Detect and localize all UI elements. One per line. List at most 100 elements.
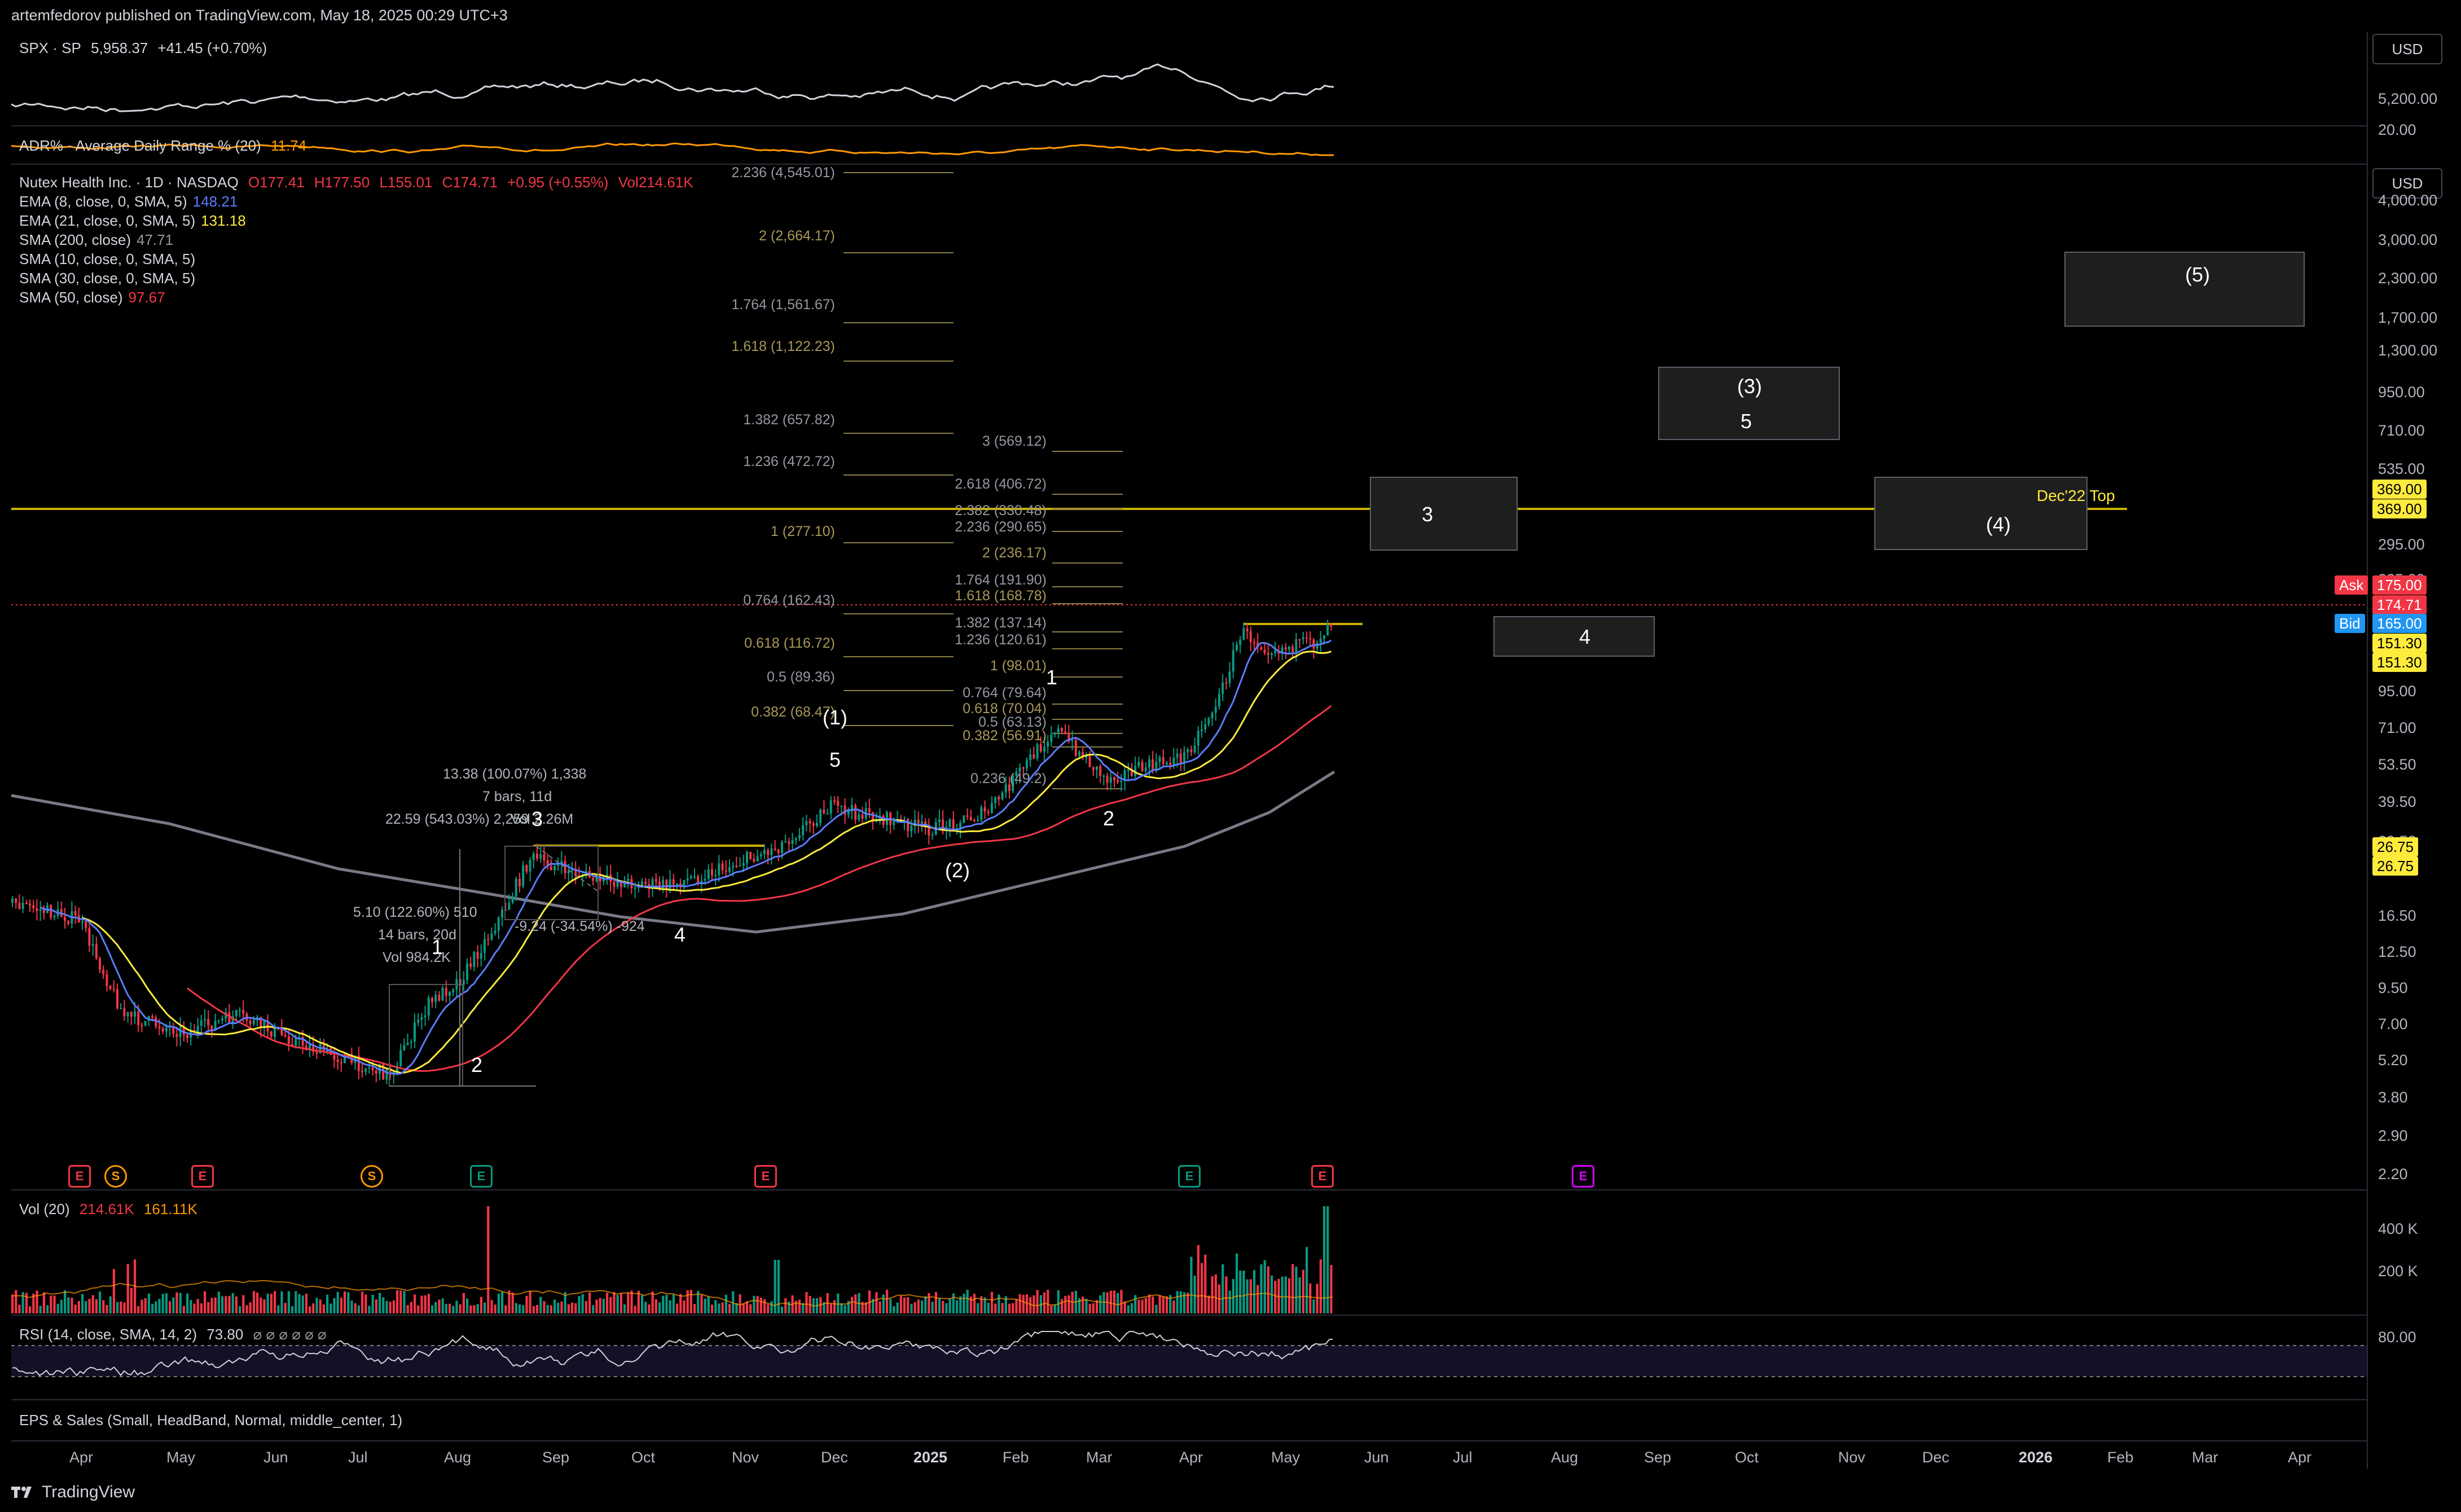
volume-bar (616, 1295, 619, 1313)
candle-body (847, 809, 850, 815)
volume-bar (991, 1291, 994, 1313)
candle-body (739, 865, 741, 867)
dec22-top-label[interactable]: Dec'22 Top (2037, 487, 2115, 504)
volume-bar (928, 1293, 930, 1313)
volume-bar (896, 1302, 899, 1313)
projection-box-wave3[interactable]: (3) 5 (1658, 367, 1840, 440)
volume-bar (379, 1293, 381, 1313)
eps-legend: EPS & Sales (Small, HeadBand, Normal, mi… (19, 1412, 403, 1429)
wave-label[interactable]: 2 (471, 1053, 483, 1076)
volume-bar (1176, 1291, 1179, 1313)
candle-body (1158, 757, 1161, 762)
price-tag-26-a: 26.75 (2372, 837, 2419, 856)
candle-body (375, 1070, 377, 1074)
wave-label[interactable]: 1 (1046, 666, 1058, 689)
candle-body (515, 878, 517, 896)
volume-bar (903, 1297, 906, 1313)
indicator-name: EMA (21, close, 0, SMA, 5) (19, 212, 196, 229)
indicator-row[interactable]: SMA (200, close) 47.71 (19, 231, 252, 250)
volume-bar (309, 1306, 311, 1313)
volume-bar (767, 1304, 770, 1313)
adr-value: 11.74 (270, 137, 307, 154)
price-axis-label: 39.50 (2378, 793, 2416, 810)
volume-bar (1309, 1283, 1312, 1313)
candle-body (301, 1037, 304, 1046)
volume-bar (274, 1291, 276, 1313)
wave-label[interactable]: (2) (945, 859, 970, 882)
candle-body (1092, 767, 1095, 770)
pane-divider[interactable] (11, 1315, 2367, 1316)
wave-label[interactable]: 2 (1103, 807, 1115, 830)
wave-label[interactable]: 5 (829, 748, 841, 771)
candle-body (759, 854, 762, 856)
split-event-icon[interactable]: S (361, 1165, 383, 1188)
volume-bar (1197, 1245, 1199, 1313)
tradingview-logo[interactable]: TradingView (11, 1483, 135, 1502)
candle-body (1113, 777, 1115, 781)
candle-body (980, 807, 983, 820)
indicator-value: 97.67 (128, 289, 165, 306)
volume-bar (410, 1302, 412, 1313)
ema8-line (40, 639, 1332, 1075)
vol-value: 214.61K (79, 1201, 134, 1217)
volume-bar (564, 1292, 566, 1313)
volume-bar (284, 1303, 287, 1313)
earnings-event-icon[interactable]: E (191, 1165, 214, 1188)
projection-box-wave4[interactable]: (4) (1874, 477, 2088, 550)
indicator-row[interactable]: EMA (8, close, 0, SMA, 5) 148.21 (19, 193, 252, 212)
sma200-line (11, 770, 1335, 934)
candle-body (704, 878, 706, 881)
ohlc-volume: Vol214.61K (618, 174, 693, 191)
candle-body (1137, 762, 1140, 766)
indicator-row[interactable]: SMA (50, close) 97.67 (19, 289, 252, 308)
candle-body (441, 987, 444, 1001)
volume-bar (214, 1297, 217, 1313)
candle-body (144, 1021, 147, 1026)
earnings-event-icon[interactable]: E (1572, 1165, 1594, 1188)
wave-label[interactable]: 3 (531, 807, 543, 830)
candle-body (1186, 749, 1189, 753)
earnings-event-icon[interactable]: E (470, 1165, 493, 1188)
candle-body (1190, 749, 1193, 753)
volume-bar (1152, 1296, 1154, 1313)
price-axis-label: 2.90 (2378, 1127, 2408, 1144)
time-axis-label: Oct (1735, 1449, 1759, 1466)
pane-divider[interactable] (11, 125, 2367, 126)
volume-bar (424, 1295, 427, 1313)
projection-box-4[interactable]: 4 (1493, 616, 1655, 657)
price-axis[interactable] (2367, 32, 2461, 1469)
volume-bar (942, 1300, 944, 1313)
pane-divider[interactable] (11, 1399, 2367, 1400)
volume-bar (169, 1301, 172, 1313)
pane-divider[interactable] (11, 164, 2367, 165)
earnings-event-icon[interactable]: E (754, 1165, 777, 1188)
candle-body (214, 1021, 217, 1030)
pane-divider[interactable] (11, 1189, 2367, 1190)
spx-currency-button[interactable]: USD (2372, 34, 2442, 64)
earnings-event-icon[interactable]: E (1178, 1165, 1201, 1188)
volume-bar (56, 1304, 59, 1313)
indicator-row[interactable]: SMA (30, close, 0, SMA, 5) (19, 270, 252, 289)
earnings-event-icon[interactable]: E (1311, 1165, 1334, 1188)
earnings-event-icon[interactable]: E (68, 1165, 91, 1188)
volume-bar (64, 1290, 67, 1313)
projection-box-wave5[interactable]: (5) (2064, 252, 2305, 327)
measure-label: 5.10 (122.60%) 510 (353, 904, 477, 920)
projection-box-3[interactable]: 3 (1370, 477, 1518, 551)
candle-body (385, 1070, 388, 1080)
fib-level-label: 0.382 (56.91) (963, 728, 1047, 744)
candle-body (683, 880, 685, 887)
volume-bar (592, 1305, 595, 1313)
candle-body (1221, 682, 1224, 694)
split-event-icon[interactable]: S (104, 1165, 127, 1188)
indicator-row[interactable]: SMA (10, close, 0, SMA, 5) (19, 250, 252, 270)
candle-body (182, 1027, 185, 1035)
indicator-row[interactable]: EMA (21, close, 0, SMA, 5) 131.18 (19, 212, 252, 231)
volume-bar (77, 1301, 80, 1313)
volume-bar (228, 1295, 231, 1313)
wave-label[interactable]: 1 (432, 935, 443, 959)
wave-label[interactable]: 4 (674, 923, 686, 946)
main-currency-button[interactable]: USD (2372, 168, 2442, 199)
wave-label[interactable]: (1) (823, 706, 847, 729)
